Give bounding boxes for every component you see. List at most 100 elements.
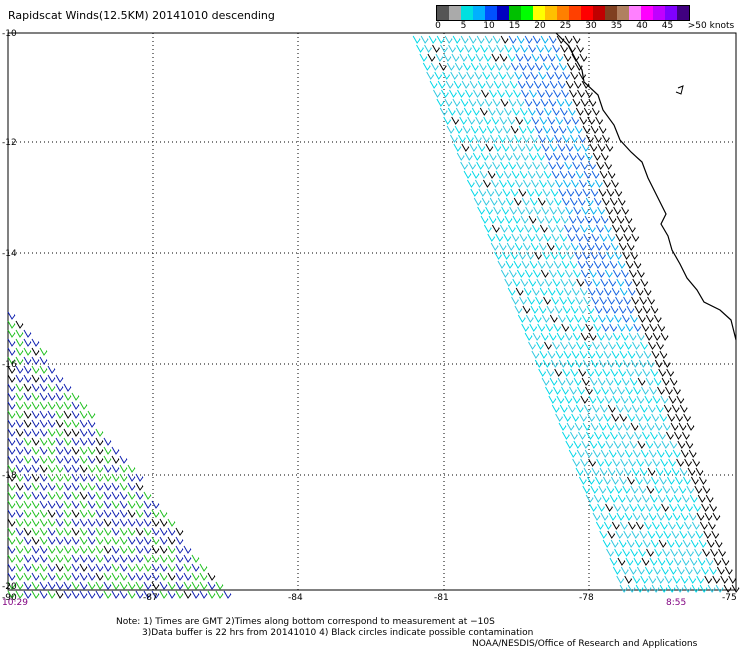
wind-barb [599,170,608,179]
wind-barb [608,512,617,521]
wind-barb [610,476,619,485]
wind-barb [7,527,16,536]
wind-barb [199,590,208,599]
wind-barb [615,530,624,539]
wind-barb [586,368,595,377]
longitude-label: -84 [288,593,303,603]
wind-barb [683,413,692,422]
wind-barb [547,53,556,62]
wind-barb [562,368,571,377]
wind-barb [31,347,40,356]
wind-barb [79,518,88,527]
wind-barb [474,71,483,80]
wind-barb [103,491,112,500]
wind-barb [47,491,56,500]
wind-barb [522,71,531,80]
wind-barb [673,386,681,395]
wind-barb [586,134,594,143]
wind-barb [543,296,551,305]
wind-barb [463,107,472,116]
wind-barb [638,548,646,557]
wind-barb [554,179,563,188]
wind-barb [454,125,463,134]
wind-barb [619,413,628,422]
wind-barb [39,545,48,554]
wind-barb [436,98,445,107]
wind-barb [542,251,550,260]
wind-barb [639,467,648,476]
wind-barb [55,383,64,392]
legend-swatch [617,6,629,20]
wind-barb [444,98,453,107]
wind-barb [55,419,64,428]
wind-barb [524,269,533,278]
wind-barb [506,134,514,143]
wind-barb [541,314,550,323]
wind-barb [515,287,524,296]
wind-barb [530,305,539,314]
wind-barb [175,563,184,572]
wind-barb [521,197,530,206]
wind-barb [127,500,136,509]
legend-swatch [557,6,569,20]
wind-barb [548,332,557,341]
wind-barb [151,527,160,536]
wind-barb [454,62,463,71]
wind-barb [440,44,448,53]
wind-barb [653,503,661,512]
wind-barb [548,98,557,107]
wind-barb [691,521,700,530]
wind-barb [39,392,48,401]
wind-barb [95,563,104,572]
wind-barb [485,143,494,152]
wind-barb [550,188,559,197]
wind-barb [688,449,697,458]
wind-barb [487,233,496,242]
wind-barb [71,554,80,563]
wind-barb [629,314,638,323]
wind-barb [657,323,666,332]
wind-barb [47,581,56,590]
wind-barb [15,500,24,509]
wind-barb [103,554,112,563]
wind-barb [571,413,580,422]
wind-barb [175,572,184,581]
wind-barb [674,539,683,548]
wind-barb [127,527,136,536]
wind-barb [699,584,708,593]
wind-barb [557,143,566,152]
wind-barb [588,161,597,170]
wind-barb [625,260,634,269]
wind-barb [478,188,487,197]
wind-barb [159,572,168,581]
wind-barb [167,590,176,599]
wind-barb [626,242,635,251]
wind-barb [651,521,660,530]
wind-barb [514,305,523,314]
wind-barb [623,296,631,305]
wind-barb [606,359,615,368]
latitude-labels: -10-12-14-16-18-20 [2,29,17,592]
wind-barb [507,287,516,296]
wind-barb [585,197,594,206]
wind-barb [545,89,553,98]
graticule [8,33,736,590]
wind-barb [167,545,176,554]
wind-barb [604,161,613,170]
wind-barb [634,539,643,548]
wind-barb [582,251,590,260]
wind-barb [647,404,656,413]
wind-barb [31,419,40,428]
wind-barb [536,341,544,350]
wind-barb [621,440,630,449]
wind-barb [560,278,569,287]
wind-barb [659,413,668,422]
wind-barb [7,320,16,329]
wind-barb [31,374,40,383]
wind-barb [47,572,56,581]
wind-barb [23,455,32,464]
wind-barb [512,215,521,224]
wind-barb [524,332,533,341]
wind-barb [531,53,540,62]
wind-barb [63,545,72,554]
